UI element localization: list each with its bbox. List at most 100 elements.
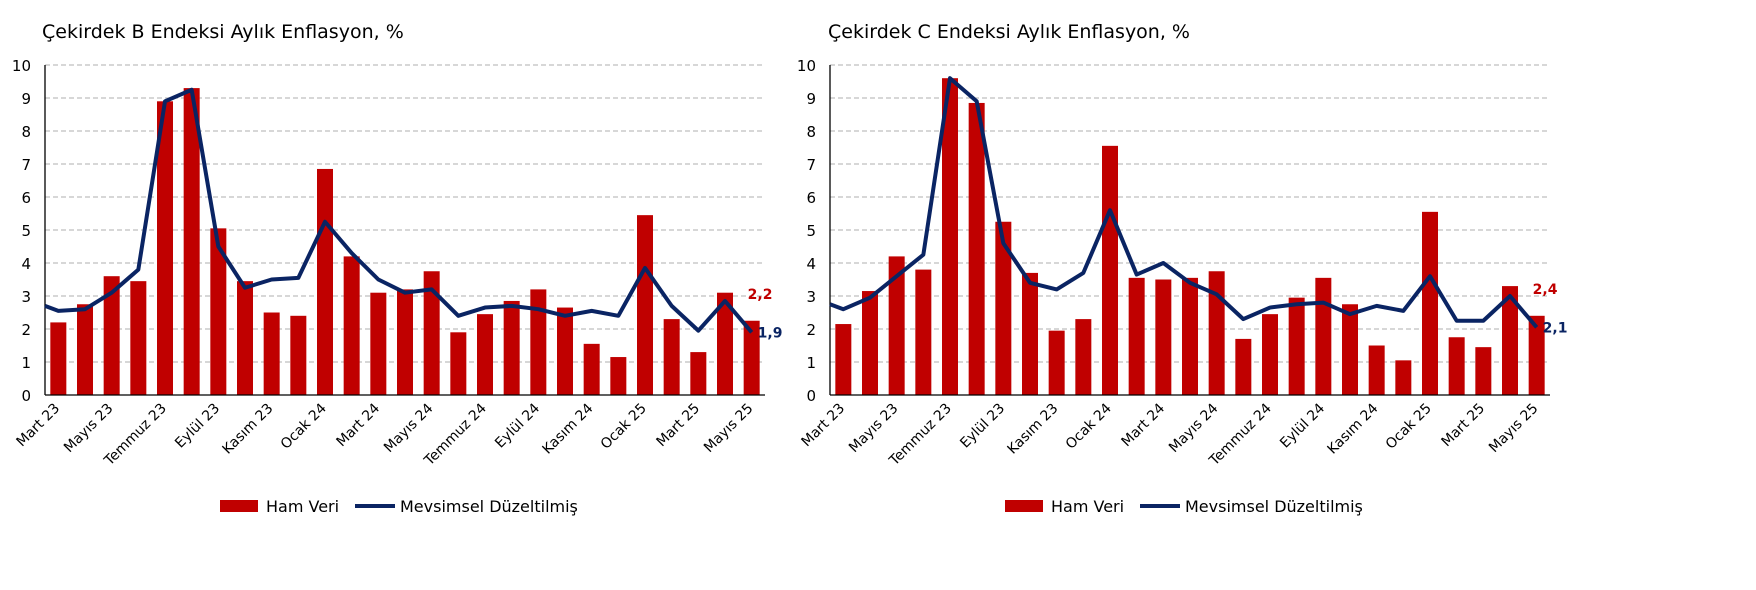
x-tick-label: Mart 24 <box>1119 400 1169 450</box>
bar-ham-veri <box>1208 271 1225 395</box>
bar-ham-veri <box>1368 345 1385 395</box>
bar-ham-veri <box>290 315 307 395</box>
x-tick-label: Mayıs 24 <box>381 400 436 455</box>
bar-ham-veri <box>530 289 547 395</box>
annotation-mevsimsel: 1,9 <box>758 325 783 341</box>
bar-ham-veri <box>995 221 1012 395</box>
bar-ham-veri <box>1315 277 1332 395</box>
y-tick-label: 8 <box>21 123 31 141</box>
bar-ham-veri <box>743 320 760 395</box>
chart-1: Çekirdek B Endeksi Aylık Enflasyon, % 0 1 2… <box>12 21 783 516</box>
bar-ham-veri <box>183 88 200 395</box>
bar-ham-veri <box>1235 338 1252 395</box>
x-tick-label: Mayıs 25 <box>701 401 756 456</box>
x-tick-label: Mayıs 23 <box>61 401 116 456</box>
x-tick-label: Eylül 23 <box>957 401 1008 452</box>
bar-ham-veri <box>1048 330 1065 395</box>
bar-ham-veri <box>1288 297 1305 395</box>
bar-ham-veri <box>1262 314 1278 395</box>
bar-ham-veri <box>1528 315 1545 395</box>
bar-ham-veri <box>1102 145 1118 395</box>
bar-ham-veri <box>450 332 467 395</box>
annotation-ham-veri: 2,2 <box>748 287 773 303</box>
bar-ham-veri <box>130 281 147 395</box>
bar-ham-veri <box>835 324 852 395</box>
bar-ham-veri <box>210 228 227 395</box>
x-tick-label: Kasım 24 <box>539 400 596 457</box>
legend-label: Mevsimsel Düzeltilmiş <box>1185 497 1363 516</box>
bar-ham-veri <box>1022 272 1038 395</box>
x-tick-label: Mayıs 23 <box>846 401 901 456</box>
bar-ham-veri <box>663 319 680 395</box>
y-tick-label: 0 <box>21 387 31 405</box>
legend-label: Ham Veri <box>1051 497 1124 516</box>
bar-ham-veri <box>1395 360 1412 395</box>
bar-ham-veri <box>503 300 520 395</box>
bar-ham-veri <box>397 289 413 395</box>
x-tick-label: Mart 25 <box>654 401 704 451</box>
y-tick-label: 8 <box>806 123 816 141</box>
legend-label: Mevsimsel Düzeltilmiş <box>400 497 578 516</box>
bar-ham-veri <box>583 343 600 395</box>
bar-ham-veri <box>690 352 707 395</box>
y-tick-label: 6 <box>21 189 31 207</box>
x-tick-label: Kasım 23 <box>219 401 276 458</box>
y-tick-label: 9 <box>21 90 31 108</box>
bar-ham-veri <box>1155 279 1172 395</box>
legend-swatch-bar <box>220 500 258 512</box>
bar-ham-veri <box>1448 337 1465 395</box>
y-tick-label: 10 <box>12 57 31 75</box>
y-tick-label: 10 <box>797 57 816 75</box>
y-tick-label: 2 <box>21 321 31 339</box>
bar-ham-veri <box>1475 347 1492 395</box>
chart-2: Çekirdek C Endeksi Aylık Enflasyon, % 0 1 2… <box>797 21 1568 516</box>
x-tick-label: Mart 25 <box>1439 401 1489 451</box>
y-tick-label: 5 <box>21 222 31 240</box>
y-tick-label: 1 <box>806 354 816 372</box>
bar-ham-veri <box>423 271 440 395</box>
line-mevsimsel-duzeltilmis <box>829 76 1539 329</box>
legend-label: Ham Veri <box>266 497 339 516</box>
y-tick-label: 7 <box>806 156 816 174</box>
legend: Ham Veri Mevsimsel Düzeltilmiş <box>220 497 578 516</box>
chart-title: Çekirdek C Endeksi Aylık Enflasyon, % <box>828 21 1190 43</box>
bar-ham-veri <box>1342 304 1358 395</box>
x-tick-label: Mart 23 <box>14 401 64 451</box>
x-tick-label: Ocak 25 <box>1383 401 1435 453</box>
x-tick-label: Ocak 24 <box>278 400 330 452</box>
y-tick-label: 4 <box>806 255 816 273</box>
bar-ham-veri <box>343 256 360 395</box>
bar-ham-veri <box>317 168 333 395</box>
y-tick-label: 5 <box>806 222 816 240</box>
x-tick-label: Eylül 23 <box>172 401 223 452</box>
bar-ham-veri <box>1075 319 1092 395</box>
bar-ham-veri <box>717 292 733 395</box>
bar-ham-veri <box>968 102 985 395</box>
bar-ham-veri <box>637 215 653 395</box>
bar-ham-veri <box>1182 277 1198 395</box>
bar-ham-veri <box>862 291 878 395</box>
annotation-mevsimsel: 2,1 <box>1543 320 1568 336</box>
bar-ham-veri <box>50 322 67 395</box>
legend-swatch-bar <box>1005 500 1043 512</box>
bar-ham-veri <box>77 304 93 395</box>
bar-ham-veri <box>263 312 280 395</box>
x-tick-label: Mayıs 24 <box>1166 400 1221 455</box>
x-tick-label: Mayıs 25 <box>1486 401 1541 456</box>
chart-title: Çekirdek B Endeksi Aylık Enflasyon, % <box>42 21 404 43</box>
bar-ham-veri <box>610 357 627 395</box>
bar-ham-veri <box>557 307 573 395</box>
x-tick-label: Ocak 24 <box>1063 400 1115 452</box>
y-tick-label: 3 <box>21 288 31 306</box>
y-tick-label: 6 <box>806 189 816 207</box>
legend: Ham Veri Mevsimsel Düzeltilmiş <box>1005 497 1363 516</box>
x-tick-label: Mart 24 <box>334 400 384 450</box>
bar-ham-veri <box>1128 277 1145 395</box>
x-tick-label: Kasım 24 <box>1324 400 1381 457</box>
y-tick-label: 1 <box>21 354 31 372</box>
x-tick-label: Eylül 24 <box>1277 400 1328 451</box>
bar-ham-veri <box>103 276 120 395</box>
x-tick-label: Eylül 24 <box>492 400 543 451</box>
bar-ham-veri <box>237 281 253 395</box>
